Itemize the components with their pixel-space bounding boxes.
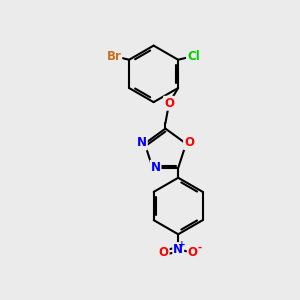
Text: O: O <box>184 136 194 149</box>
Text: N: N <box>173 243 183 256</box>
Text: O: O <box>164 97 174 110</box>
Text: O: O <box>188 246 198 259</box>
Text: +: + <box>178 240 186 249</box>
Text: O: O <box>159 246 169 259</box>
Text: N: N <box>137 136 147 149</box>
Text: -: - <box>197 243 201 253</box>
Text: Cl: Cl <box>187 50 200 63</box>
Text: Br: Br <box>106 50 122 63</box>
Text: N: N <box>151 161 160 174</box>
